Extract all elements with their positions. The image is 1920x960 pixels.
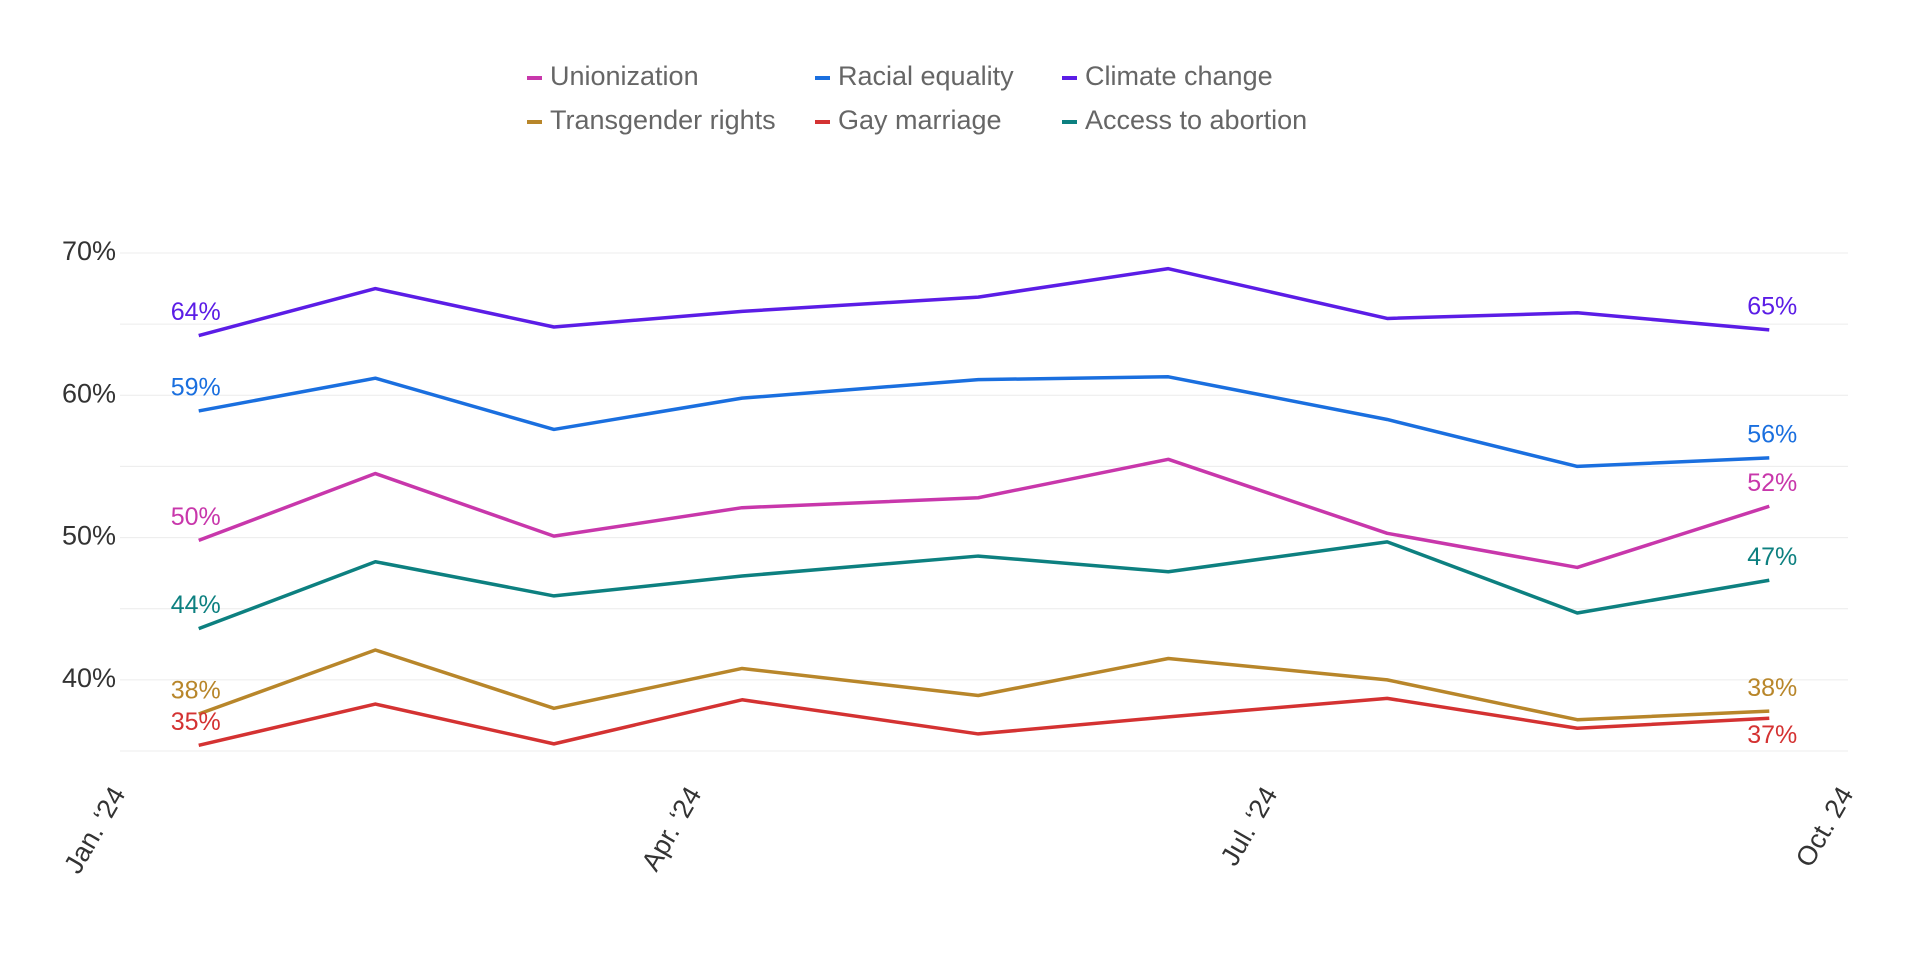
value-label: 38% — [1747, 674, 1797, 702]
value-label: 64% — [171, 298, 221, 326]
value-label: 37% — [1747, 721, 1797, 749]
y-tick-label: 50% — [62, 521, 116, 551]
legend-label: Unionization — [550, 61, 699, 91]
series-line — [198, 540, 1770, 631]
value-label: 65% — [1747, 292, 1797, 320]
value-label: 44% — [171, 591, 221, 619]
series-line — [198, 457, 1770, 570]
value-label: 50% — [171, 503, 221, 531]
y-tick-label: 60% — [62, 378, 116, 408]
value-label: 38% — [171, 677, 221, 705]
legend-label: Access to abortion — [1085, 105, 1307, 135]
x-tick-label: Jul. ‘24 — [1215, 782, 1284, 871]
value-label: 47% — [1747, 543, 1797, 571]
series-line — [198, 648, 1770, 722]
x-tick-label: Oct. 24 — [1790, 782, 1860, 872]
value-label: 59% — [171, 374, 221, 402]
y-tick-label: 40% — [62, 663, 116, 693]
x-tick-label: Jan. ‘24 — [58, 782, 131, 879]
series-line — [198, 696, 1770, 748]
legend-label: Gay marriage — [838, 105, 1002, 135]
value-label: 52% — [1747, 469, 1797, 497]
legend-label: Climate change — [1085, 61, 1273, 91]
legend-label: Transgender rights — [550, 105, 776, 135]
value-label: 35% — [171, 708, 221, 736]
series-line — [198, 266, 1770, 338]
legend-label: Racial equality — [838, 61, 1014, 91]
series-line — [198, 375, 1770, 469]
x-tick-label: Apr. ‘24 — [636, 782, 708, 876]
y-tick-label: 70% — [62, 236, 116, 266]
value-label: 56% — [1747, 421, 1797, 449]
